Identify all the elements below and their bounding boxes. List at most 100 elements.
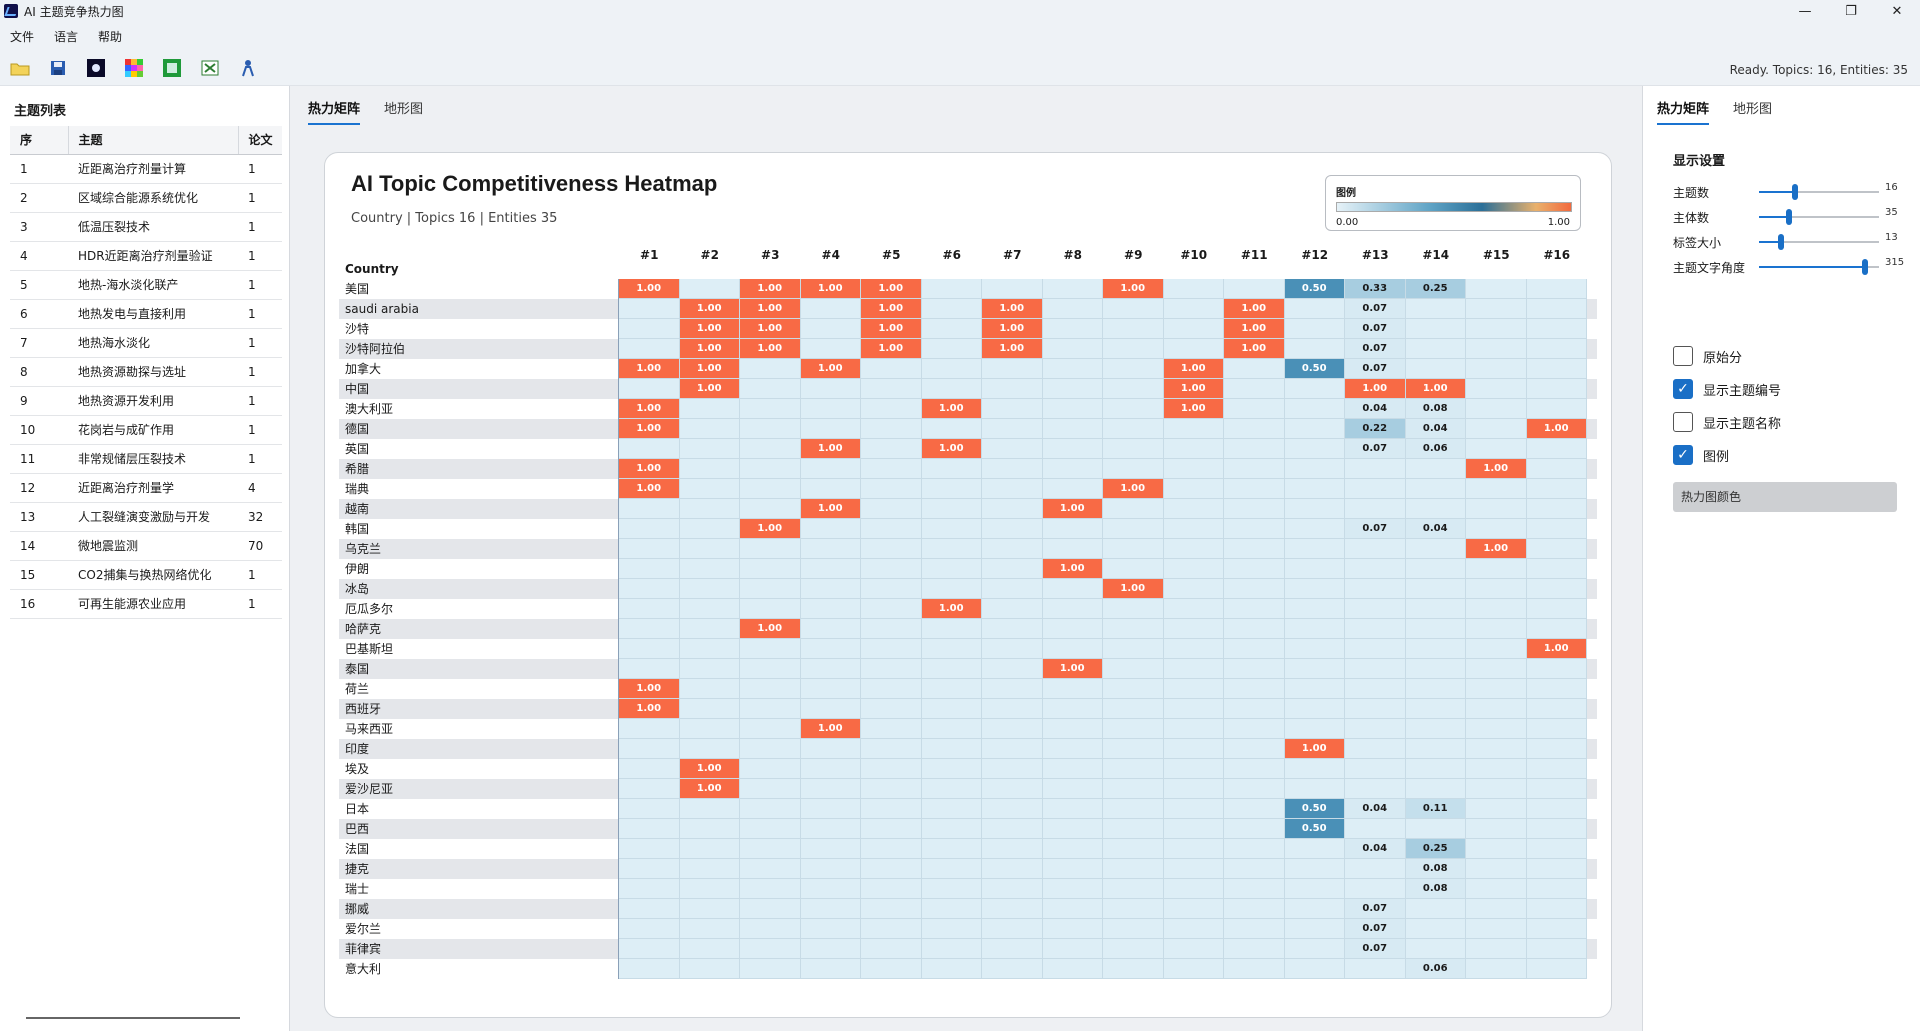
- heatmap-cell[interactable]: [740, 839, 801, 859]
- slider-track[interactable]: [1759, 209, 1879, 225]
- heatmap-cell[interactable]: [1163, 859, 1224, 879]
- heatmap-cell[interactable]: [1163, 659, 1224, 679]
- heatmap-cell[interactable]: [740, 899, 801, 919]
- heatmap-cell[interactable]: [1224, 399, 1285, 419]
- heatmap-cell[interactable]: [1526, 439, 1587, 459]
- heatmap-cell[interactable]: [1103, 779, 1164, 799]
- heatmap-cell[interactable]: [982, 779, 1043, 799]
- heatmap-cell[interactable]: [861, 899, 922, 919]
- heatmap-cell[interactable]: [679, 599, 740, 619]
- heatmap-cell[interactable]: [740, 959, 801, 979]
- heatmap-cell[interactable]: [679, 479, 740, 499]
- heatmap-cell[interactable]: [1224, 459, 1285, 479]
- heatmap-cell[interactable]: 1.00: [619, 459, 680, 479]
- heatmap-cell[interactable]: [861, 379, 922, 399]
- heatmap-cell[interactable]: 1.00: [800, 499, 861, 519]
- heatmap-cell[interactable]: [619, 539, 680, 559]
- export-excel-icon[interactable]: [198, 56, 222, 80]
- heatmap-cell[interactable]: [1224, 799, 1285, 819]
- heatmap-cell[interactable]: [679, 639, 740, 659]
- heatmap-cell[interactable]: [1224, 879, 1285, 899]
- heatmap-cell[interactable]: [1526, 299, 1587, 319]
- heatmap-cell[interactable]: 0.50: [1284, 359, 1345, 379]
- topic-row[interactable]: 4 HDR近距离治疗剂量验证 1: [10, 241, 282, 271]
- heatmap-cell[interactable]: [1224, 679, 1285, 699]
- heatmap-cell[interactable]: [982, 419, 1043, 439]
- heatmap-cell[interactable]: 0.33: [1345, 279, 1406, 299]
- heatmap-cell[interactable]: [1405, 299, 1466, 319]
- heatmap-cell[interactable]: [800, 479, 861, 499]
- heatmap-cell[interactable]: [1284, 499, 1345, 519]
- heatmap-cell[interactable]: [1526, 319, 1587, 339]
- user-icon[interactable]: [236, 56, 260, 80]
- heatmap-cell[interactable]: 1.00: [1526, 419, 1587, 439]
- heatmap-cell[interactable]: [1103, 519, 1164, 539]
- heatmap-cell[interactable]: [982, 739, 1043, 759]
- heatmap-cell[interactable]: [800, 879, 861, 899]
- heatmap-cell[interactable]: [1163, 519, 1224, 539]
- heatmap-cell[interactable]: [1103, 799, 1164, 819]
- heatmap-cell[interactable]: [619, 839, 680, 859]
- heatmap-cell[interactable]: [921, 539, 982, 559]
- heatmap-cell[interactable]: [1103, 839, 1164, 859]
- heatmap-cell[interactable]: [1466, 959, 1527, 979]
- heatmap-cell[interactable]: [1345, 639, 1406, 659]
- heatmap-cell[interactable]: [982, 659, 1043, 679]
- heatmap-cell[interactable]: [1224, 379, 1285, 399]
- heatmap-cell[interactable]: [1224, 559, 1285, 579]
- heatmap-cell[interactable]: [740, 379, 801, 399]
- heatmap-cell[interactable]: [1284, 639, 1345, 659]
- heatmap-cell[interactable]: [1224, 619, 1285, 639]
- heatmap-cell[interactable]: [1042, 279, 1103, 299]
- heatmap-cell[interactable]: [740, 539, 801, 559]
- heatmap-cell[interactable]: 0.06: [1405, 959, 1466, 979]
- heatmap-cell[interactable]: [1526, 679, 1587, 699]
- heatmap-cell[interactable]: [619, 959, 680, 979]
- heatmap-cell[interactable]: [800, 419, 861, 439]
- topic-row[interactable]: 5 地热-海水淡化联产 1: [10, 270, 282, 300]
- heatmap-cell[interactable]: [982, 859, 1043, 879]
- topic-row[interactable]: 8 地热资源勘探与选址 1: [10, 357, 282, 387]
- heatmap-cell[interactable]: [982, 559, 1043, 579]
- checkbox-row[interactable]: 原始分: [1673, 346, 1742, 366]
- heatmap-cell[interactable]: [740, 479, 801, 499]
- heatmap-cell[interactable]: [921, 799, 982, 819]
- heatmap-cell[interactable]: [1163, 339, 1224, 359]
- heatmap-cell[interactable]: [679, 619, 740, 639]
- heatmap-cell[interactable]: 1.00: [1466, 539, 1527, 559]
- heatmap-cell[interactable]: [921, 679, 982, 699]
- heatmap-cell[interactable]: [679, 399, 740, 419]
- heatmap-cell[interactable]: [619, 799, 680, 819]
- heatmap-cell[interactable]: [619, 599, 680, 619]
- heatmap-cell[interactable]: [1345, 819, 1406, 839]
- heatmap-cell[interactable]: [1405, 539, 1466, 559]
- heatmap-cell[interactable]: [1163, 699, 1224, 719]
- heatmap-cell[interactable]: [1224, 779, 1285, 799]
- heatmap-cell[interactable]: 0.50: [1284, 799, 1345, 819]
- heatmap-cell[interactable]: 1.00: [861, 299, 922, 319]
- heatmap-cell[interactable]: [740, 879, 801, 899]
- heatmap-cell[interactable]: [1405, 339, 1466, 359]
- heatmap-cell[interactable]: [679, 819, 740, 839]
- heatmap-cell[interactable]: [1224, 819, 1285, 839]
- heatmap-cell[interactable]: 1.00: [1163, 399, 1224, 419]
- heatmap-cell[interactable]: [679, 919, 740, 939]
- heatmap-cell[interactable]: [1345, 539, 1406, 559]
- heatmap-cell[interactable]: [800, 859, 861, 879]
- heatmap-cell[interactable]: [921, 779, 982, 799]
- heatmap-cell[interactable]: [1163, 899, 1224, 919]
- heatmap-cell[interactable]: [1042, 579, 1103, 599]
- heatmap-cell[interactable]: [619, 759, 680, 779]
- heatmap-cell[interactable]: [1405, 719, 1466, 739]
- heatmap-cell[interactable]: [1466, 599, 1527, 619]
- heatmap-cell[interactable]: [1042, 779, 1103, 799]
- heatmap-cell[interactable]: [1405, 759, 1466, 779]
- heatmap-cell[interactable]: [982, 719, 1043, 739]
- heatmap-cell[interactable]: [1042, 799, 1103, 819]
- heatmap-cell[interactable]: [1163, 479, 1224, 499]
- heatmap-cell[interactable]: [1103, 959, 1164, 979]
- heatmap-cell[interactable]: [861, 919, 922, 939]
- heatmap-cell[interactable]: [800, 519, 861, 539]
- heatmap-cell[interactable]: [921, 719, 982, 739]
- heatmap-cell[interactable]: 1.00: [679, 779, 740, 799]
